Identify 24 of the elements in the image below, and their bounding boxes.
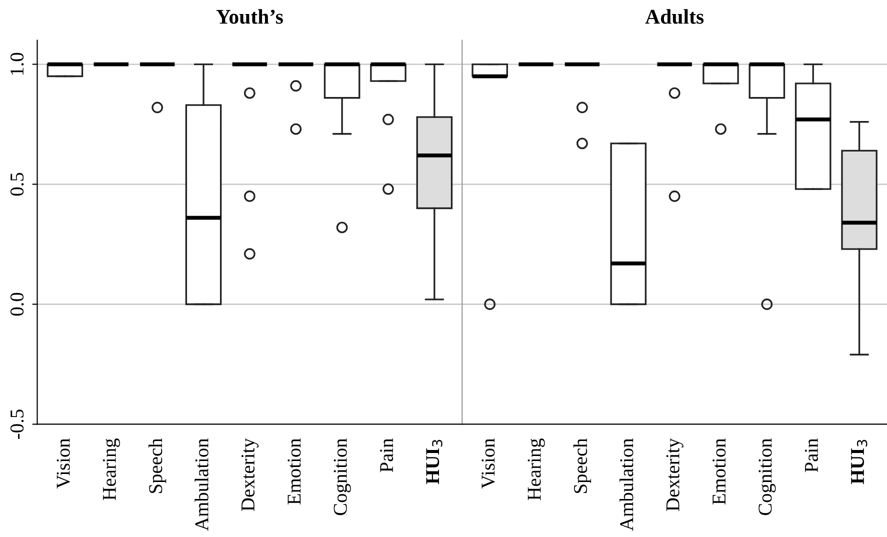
x-tick-label: Vision [56,438,70,489]
x-tick-label: Pain [804,438,818,472]
x-tick-label: Dexterity [241,438,259,511]
x-tick-label: Emotion [712,438,726,505]
chart-title: Adults [645,9,704,24]
chart-title: Youth’s [216,9,283,24]
x-tick-label: HUI$_{3}$ [851,440,868,484]
x-tick-label: Emotion [288,438,301,505]
x-tick-label: Cognition [334,438,351,516]
x-tick-label: Speech [148,438,166,493]
x-tick-label: Hearing [528,438,545,500]
x-tick-label: HUI$_{3}$ [426,440,442,484]
x-tick-label: Speech [573,438,592,493]
x-tick-label: Ambulation [620,438,634,531]
y-tick-label: -0.5 [10,410,24,439]
x-tick-label: Cognition [758,438,776,516]
x-tick-label: Pain [380,438,394,472]
y-tick-label: 1.0 [10,52,24,75]
x-tick-label: Vision [482,438,495,489]
y-tick-label: 0.0 [10,292,24,316]
x-tick-label: Hearing [102,438,120,500]
x-tick-label: Ambulation [194,438,208,531]
y-tick-label: 0.5 [10,172,24,196]
x-tick-label: Dexterity [666,438,684,511]
